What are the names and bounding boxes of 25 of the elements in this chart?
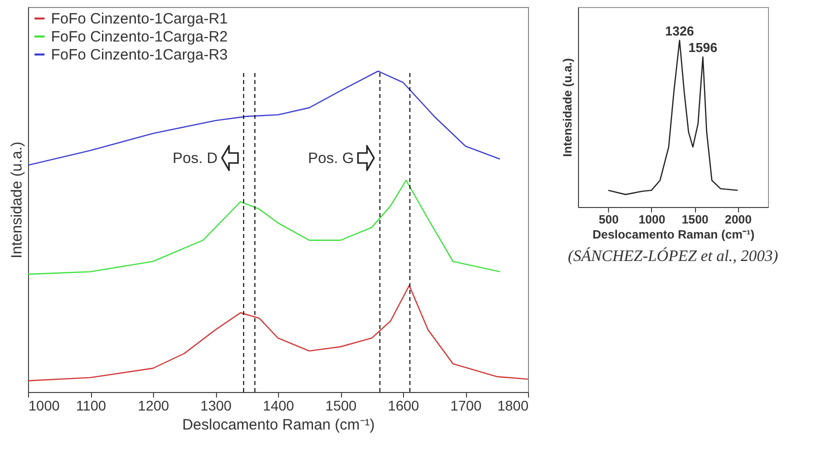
x-tick-label: 1000 [28, 398, 60, 414]
x-tick-label: 2000 [724, 212, 752, 226]
legend-label: FoFo Cinzento-1Carga-R3 [51, 46, 228, 64]
x-tick-label: 1200 [138, 398, 170, 414]
legend-label: FoFo Cinzento-1Carga-R1 [51, 10, 228, 28]
x-tick-label: 1100 [76, 398, 106, 414]
x-tick-label: 1300 [200, 398, 232, 414]
x-axis-title: Deslocamento Raman (cm⁻¹) [592, 228, 755, 242]
text: (SÁNCHEZ-LÓPEZ et al., 2003) [568, 247, 778, 265]
annotation: Pos. G [308, 150, 354, 167]
x-tick-label: 1500 [325, 398, 357, 414]
y-axis-title: Intensidade (u.a.) [8, 142, 26, 258]
x-tick-label: 1400 [262, 398, 294, 414]
annotation: 1596 [688, 40, 718, 55]
x-tick-label: 500 [598, 212, 620, 226]
x-tick-label: 1000 [638, 212, 666, 226]
y-axis-title: Intensidade (u.a.) [560, 58, 574, 157]
legend-label: FoFo Cinzento-1Carga-R2 [51, 28, 228, 46]
x-tick-label: 1600 [388, 398, 420, 414]
annotation: Pos. D [172, 150, 218, 167]
x-tick-label: 1800 [497, 398, 529, 414]
x-axis-title: Deslocamento Raman (cm⁻¹) [182, 416, 375, 434]
annotation: 1326 [665, 23, 694, 38]
x-tick-label: 1700 [450, 398, 482, 414]
x-tick-label: 1500 [682, 212, 709, 226]
